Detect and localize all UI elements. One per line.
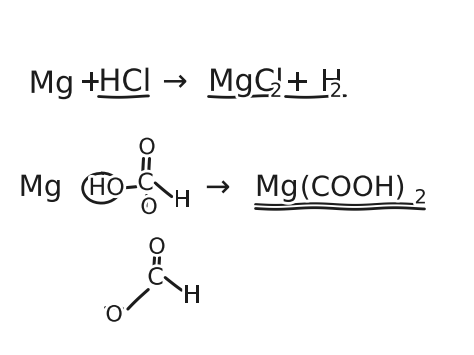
- Text: C: C: [137, 171, 154, 195]
- Text: O: O: [148, 238, 166, 258]
- Text: →: →: [205, 174, 230, 202]
- Text: HO: HO: [89, 176, 125, 200]
- Text: 2: 2: [414, 189, 427, 207]
- Text: HCl: HCl: [99, 68, 151, 97]
- Text: H: H: [183, 284, 201, 307]
- Text: + H: + H: [285, 68, 343, 97]
- Text: 2: 2: [270, 82, 283, 101]
- Text: +: +: [79, 68, 104, 97]
- Text: O: O: [138, 138, 156, 158]
- Text: O: O: [140, 198, 158, 218]
- Text: →: →: [162, 68, 188, 97]
- Text: Mg: Mg: [255, 174, 299, 202]
- Text: Mg: Mg: [28, 70, 74, 99]
- Text: C: C: [147, 266, 164, 290]
- Text: (COOH): (COOH): [300, 174, 405, 202]
- Text: 2: 2: [330, 82, 342, 101]
- Text: H: H: [173, 188, 191, 212]
- Text: O: O: [105, 305, 123, 326]
- Text: MgCl: MgCl: [208, 68, 283, 97]
- Text: Mg: Mg: [18, 174, 62, 202]
